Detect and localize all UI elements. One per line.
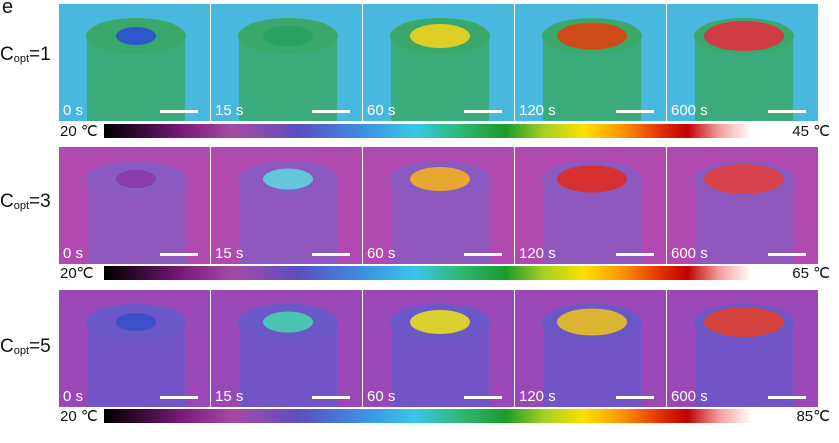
thermal-image-graphic (59, 290, 210, 407)
label-main: C (0, 336, 14, 357)
label-main: C (0, 191, 14, 212)
scale-bar (464, 396, 502, 399)
scale-bar (464, 110, 502, 113)
time-label: 120 s (519, 245, 556, 262)
scale-bar (312, 110, 350, 113)
thermal-image: 60 s (363, 147, 514, 264)
thermal-image: 60 s (363, 290, 514, 407)
thermal-image: 15 s (211, 290, 362, 407)
thermal-image-graphic (363, 147, 514, 264)
label-value: =3 (29, 191, 51, 212)
thermal-image: 120 s (515, 290, 666, 407)
colorbar-min: 20 ℃ (60, 123, 98, 140)
thermal-image-graphic (363, 290, 514, 407)
time-label: 0 s (63, 102, 84, 119)
scale-bar (616, 253, 654, 256)
thermal-image-graphic (515, 290, 666, 407)
thermal-image: 600 s (667, 4, 818, 121)
time-label: 120 s (519, 388, 556, 405)
thermal-image: 15 s (211, 147, 362, 264)
scale-bar (464, 253, 502, 256)
colorbar-row-3: 20 ℃ 85℃ (60, 406, 830, 428)
thermal-image-graphic (363, 4, 514, 121)
scale-bar (768, 253, 806, 256)
label-main: C (0, 44, 14, 65)
time-label: 15 s (215, 102, 244, 119)
thermal-image-graphic (59, 147, 210, 264)
colorbar-max: 85℃ (796, 408, 830, 425)
scale-bar (160, 110, 198, 113)
colorbar-max: 65 ℃ (792, 265, 830, 282)
thermal-image-graphic (667, 147, 818, 264)
colorbar (104, 409, 752, 423)
thermal-image-graphic (515, 4, 666, 121)
row-label-copt-5: Copt=5 (0, 336, 51, 358)
thermal-image-graphic (211, 290, 362, 407)
time-label: 15 s (215, 388, 244, 405)
time-label: 15 s (215, 245, 244, 262)
row-label-copt-3: Copt=3 (0, 191, 51, 213)
scale-bar (616, 396, 654, 399)
scale-bar (312, 396, 350, 399)
thermal-image-graphic (667, 4, 818, 121)
thermal-image: 600 s (667, 147, 818, 264)
label-sub: opt (13, 200, 30, 212)
scale-bar (616, 110, 654, 113)
label-sub: opt (13, 53, 30, 65)
thermal-image-graphic (667, 290, 818, 407)
thermal-image-graphic (515, 147, 666, 264)
time-label: 0 s (63, 388, 84, 405)
time-label: 600 s (671, 388, 708, 405)
scale-bar (312, 253, 350, 256)
panel-letter: e (2, 0, 14, 18)
thermal-image-graphic (59, 4, 210, 121)
colorbar-row-1: 20 ℃ 45 ℃ (60, 121, 830, 143)
label-value: =5 (29, 336, 51, 357)
thermal-image: 0 s (59, 4, 210, 121)
time-label: 600 s (671, 102, 708, 119)
colorbar (104, 266, 752, 280)
thermal-image-graphic (211, 147, 362, 264)
colorbar-min: 20℃ (60, 265, 94, 282)
thermal-image: 15 s (211, 4, 362, 121)
thermal-image-graphic (211, 4, 362, 121)
time-label: 60 s (367, 388, 396, 405)
thermal-image: 0 s (59, 147, 210, 264)
scale-bar (768, 110, 806, 113)
thermal-image: 120 s (515, 147, 666, 264)
row-label-copt-1: Copt=1 (0, 44, 51, 66)
thermal-image: 60 s (363, 4, 514, 121)
colorbar-row-2: 20℃ 65 ℃ (60, 263, 830, 285)
label-sub: opt (13, 345, 30, 357)
time-label: 600 s (671, 245, 708, 262)
time-label: 0 s (63, 245, 84, 262)
thermal-image: 0 s (59, 290, 210, 407)
colorbar (104, 124, 752, 138)
label-value: =1 (29, 44, 51, 65)
time-label: 60 s (367, 245, 396, 262)
scale-bar (160, 253, 198, 256)
colorbar-min: 20 ℃ (60, 408, 98, 425)
thermal-image: 600 s (667, 290, 818, 407)
scale-bar (768, 396, 806, 399)
time-label: 60 s (367, 102, 396, 119)
colorbar-max: 45 ℃ (792, 123, 830, 140)
time-label: 120 s (519, 102, 556, 119)
scale-bar (160, 396, 198, 399)
thermal-image: 120 s (515, 4, 666, 121)
